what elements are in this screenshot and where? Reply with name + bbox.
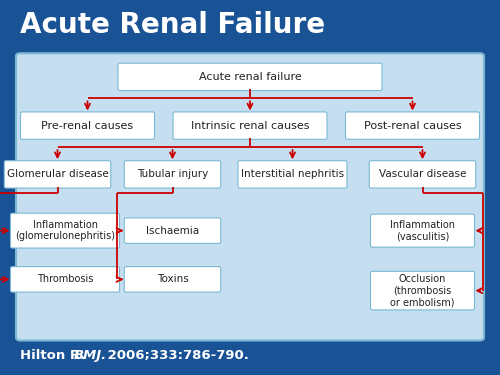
Text: Thrombosis: Thrombosis <box>37 274 93 284</box>
FancyBboxPatch shape <box>369 160 476 188</box>
Text: BMJ.: BMJ. <box>74 349 107 362</box>
Text: Glomerular disease: Glomerular disease <box>6 170 108 179</box>
Text: Post-renal causes: Post-renal causes <box>364 121 462 130</box>
Text: Pre-renal causes: Pre-renal causes <box>42 121 134 130</box>
FancyBboxPatch shape <box>238 160 347 188</box>
Text: Toxins: Toxins <box>156 274 188 284</box>
Text: Occlusion
(thrombosis
or embolism): Occlusion (thrombosis or embolism) <box>390 274 455 307</box>
Text: Inflammation
(glomerulonephritis): Inflammation (glomerulonephritis) <box>15 220 115 242</box>
FancyBboxPatch shape <box>16 53 484 340</box>
FancyBboxPatch shape <box>173 112 327 139</box>
FancyBboxPatch shape <box>20 112 154 139</box>
FancyBboxPatch shape <box>10 213 120 248</box>
Text: Tubular injury: Tubular injury <box>137 170 208 179</box>
FancyBboxPatch shape <box>346 112 480 139</box>
FancyBboxPatch shape <box>124 218 220 243</box>
Text: Vascular disease: Vascular disease <box>379 170 466 179</box>
FancyBboxPatch shape <box>10 267 120 292</box>
Text: Acute renal failure: Acute renal failure <box>198 72 302 82</box>
Text: Inflammation
(vasculitis): Inflammation (vasculitis) <box>390 220 455 242</box>
FancyBboxPatch shape <box>124 267 220 292</box>
Text: Interstitial nephritis: Interstitial nephritis <box>241 170 344 179</box>
FancyBboxPatch shape <box>4 160 111 188</box>
FancyBboxPatch shape <box>370 272 474 310</box>
Text: Hilton R.: Hilton R. <box>20 349 95 362</box>
Text: Ischaemia: Ischaemia <box>146 226 199 236</box>
Text: Acute Renal Failure: Acute Renal Failure <box>20 11 325 39</box>
Text: Intrinsic renal causes: Intrinsic renal causes <box>191 121 309 130</box>
FancyBboxPatch shape <box>118 63 382 91</box>
Text: 2006;333:786-790.: 2006;333:786-790. <box>103 349 249 362</box>
FancyBboxPatch shape <box>124 160 220 188</box>
FancyBboxPatch shape <box>370 214 474 247</box>
